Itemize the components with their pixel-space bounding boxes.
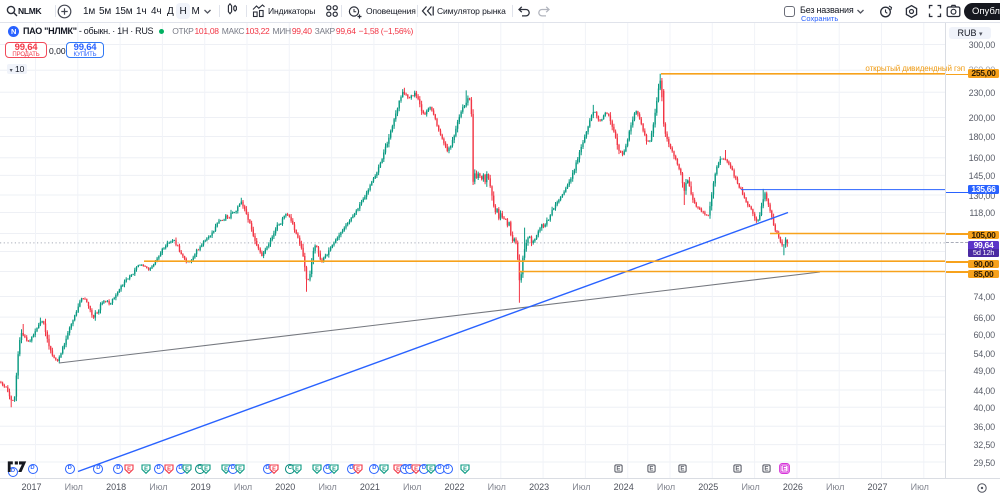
svg-text:Е: Е [414, 466, 418, 472]
svg-text:Е: Е [272, 466, 276, 472]
svg-text:Е: Е [382, 466, 386, 472]
svg-text:Е: Е [463, 466, 467, 472]
svg-text:Е: Е [396, 466, 400, 472]
svg-text:Е: Е [680, 466, 684, 473]
svg-text:Е: Е [238, 466, 242, 472]
svg-text:Е: Е [616, 466, 620, 473]
svg-text:Е: Е [185, 466, 189, 472]
svg-text:Е: Е [167, 466, 171, 472]
svg-text:Е: Е [295, 466, 299, 472]
svg-text:Е: Е [315, 466, 319, 472]
svg-text:Е: Е [356, 466, 360, 472]
svg-text:Е: Е [332, 466, 336, 472]
svg-text:Е: Е [204, 466, 208, 472]
svg-text:Е: Е [783, 466, 787, 473]
svg-text:Е: Е [735, 466, 739, 473]
svg-text:Е: Е [764, 466, 768, 473]
svg-text:Е: Е [224, 466, 228, 472]
svg-text:Е: Е [144, 466, 148, 472]
svg-text:Е: Е [429, 466, 433, 472]
svg-text:Е: Е [650, 466, 654, 473]
svg-text:Е: Е [127, 466, 131, 472]
